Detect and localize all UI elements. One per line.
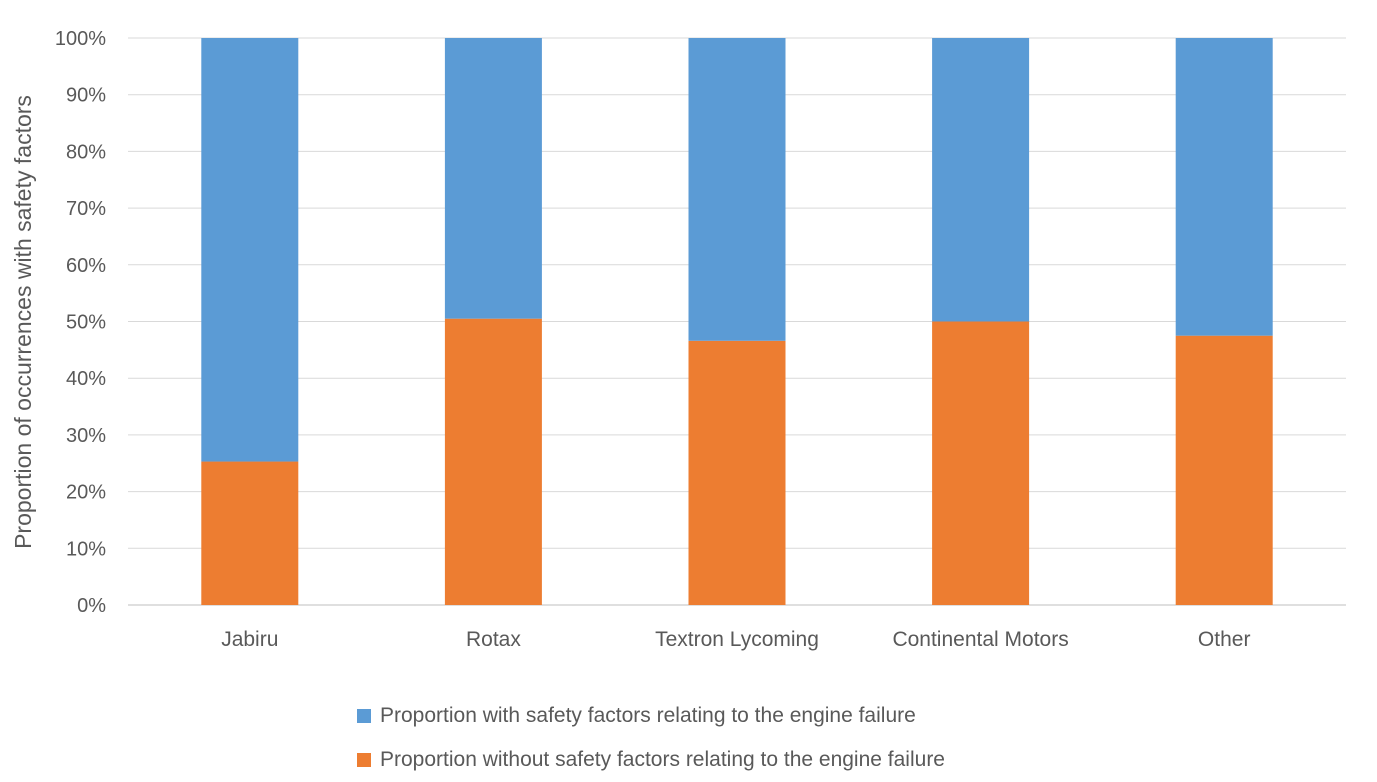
legend-label-with: Proportion with safety factors relating … [380,704,916,727]
y-tick-label: 10% [66,538,106,560]
y-tick-label: 0% [77,595,106,617]
legend-item-without: Proportion without safety factors relati… [357,738,945,782]
y-tick-label: 20% [66,482,106,504]
x-category-label: Continental Motors [892,628,1068,651]
y-axis-tick-labels: 0% 10% 20% 30% 40% 50% 60% 70% 80% 90% 100% [55,28,106,617]
y-tick-label: 80% [66,141,106,163]
x-axis-category-labels: Jabiru Rotax Textron Lycoming Continental M… [221,628,1250,651]
y-tick-label: 90% [66,85,106,107]
y-tick-label: 30% [66,425,106,447]
y-tick-label: 60% [66,255,106,277]
bar-segment-with [1175,38,1273,336]
bar-segment-without [444,318,542,605]
bar-segment-without [688,340,786,605]
x-category-label: Jabiru [221,628,278,651]
x-category-label: Other [1198,628,1251,651]
bar-segment-with [932,38,1030,322]
bar-segment-with [444,38,542,319]
x-category-label: Textron Lycoming [655,628,819,651]
bar-segment-with [688,38,786,341]
y-tick-label: 40% [66,368,106,390]
y-tick-label: 50% [66,312,106,334]
y-axis-title: Proportion of occurrences with safety fa… [10,95,36,549]
legend-swatch-with [357,709,371,723]
bar-segment-without [201,461,299,605]
legend-label-without: Proportion without safety factors relati… [380,748,945,771]
bar-segment-with [201,38,299,462]
bar-segment-without [932,321,1030,605]
stacked-bar-chart: 0% 10% 20% 30% 40% 50% 60% 70% 80% 90% 100% Jabiru… [10,28,1346,651]
x-category-label: Rotax [466,628,521,651]
legend-swatch-without [357,753,371,767]
y-tick-label: 70% [66,198,106,220]
bar-segment-without [1175,335,1273,605]
bars [201,38,1273,605]
y-tick-label: 100% [55,28,106,50]
legend: Proportion with safety factors relating … [357,694,945,782]
legend-item-with: Proportion with safety factors relating … [357,694,945,738]
